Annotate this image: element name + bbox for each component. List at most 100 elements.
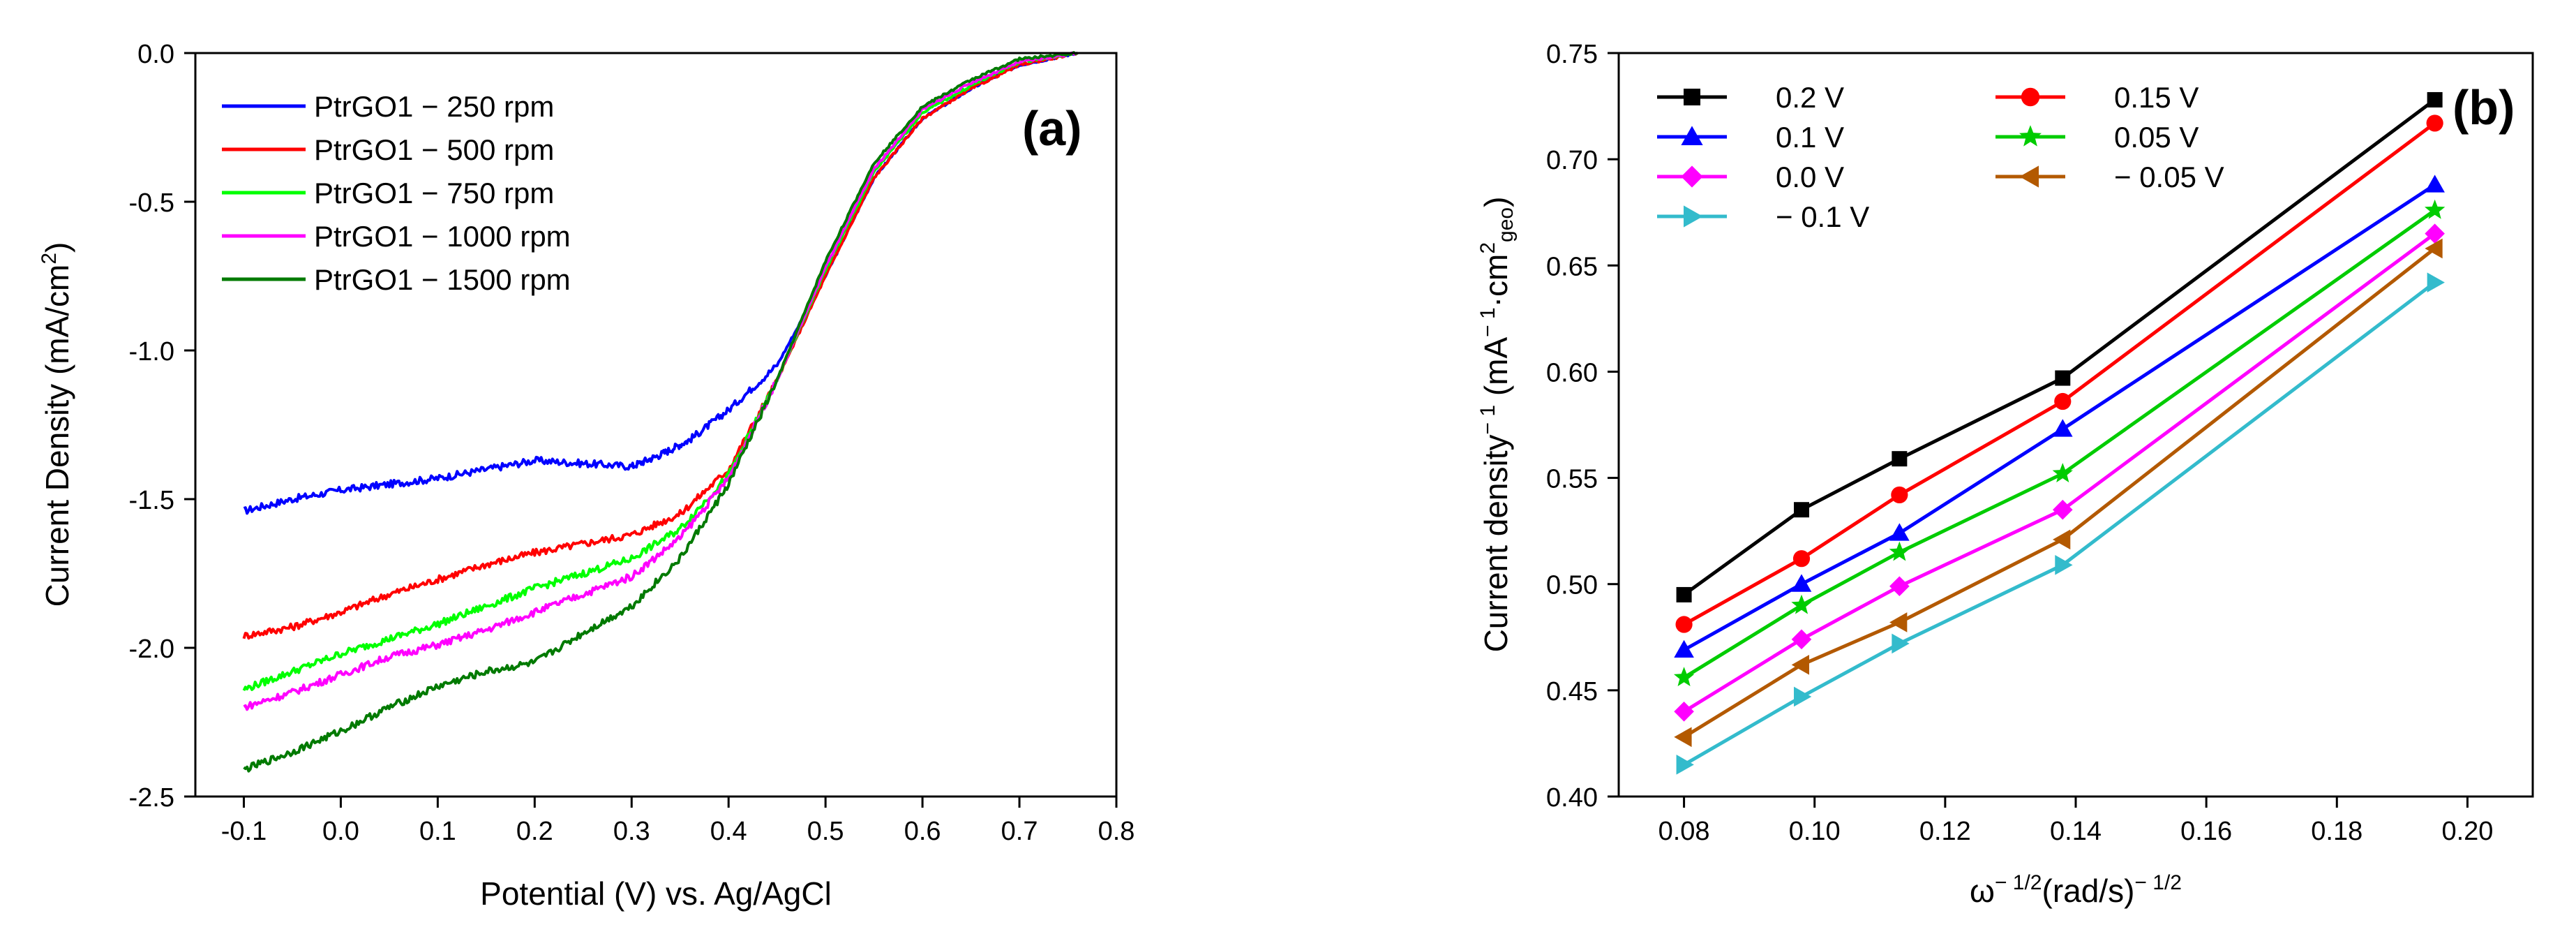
panel-b-data-point [2424, 199, 2446, 219]
panel-b-data-point [1676, 586, 1692, 602]
panel-b-data-point [1791, 629, 1812, 650]
panel-b-data-point [2055, 370, 2071, 386]
b-y-tick-label: 0.65 [1546, 252, 1598, 281]
panel-b-legend-label: 0.2 V [1776, 81, 1844, 114]
panel-b-data-point [1892, 633, 1910, 654]
b-y-tick-label: 0.70 [1546, 146, 1598, 175]
a-x-tick-label: 0.6 [904, 817, 941, 846]
a-y-tick-label: -2.0 [129, 635, 174, 664]
a-x-tick-label: 0.2 [516, 817, 553, 846]
panel-a-chart: -0.1 0.0 0.1 0.2 0.3 0.4 0.5 0.6 0.7 0.8 0.0 -0.5 -… [38, 40, 1135, 912]
panel-b-data-point [1889, 523, 1910, 541]
panel-b-data-point [1891, 486, 1908, 504]
panel-b-data-point [2425, 223, 2445, 244]
b-x-tick-label: 0.20 [2441, 817, 2493, 846]
panel-b-data-point [2427, 272, 2445, 292]
panel-b-series-line [1683, 209, 2436, 679]
panel-b-data-point [2052, 529, 2071, 550]
panel-b-data-point [2427, 91, 2443, 108]
panel-b-legend-marker [2019, 165, 2039, 188]
panel-a-legend-label: PtrGO1 − 1000 rpm [314, 220, 571, 253]
b-x-tick-label: 0.16 [2180, 817, 2232, 846]
panel-b-data-point [2055, 555, 2073, 575]
panel-a-plot-frame [194, 52, 1118, 798]
panel-b-legend: 0.2 V 0.15 V 0.1 V 0.05 V 0.0 V − 0.05 V − 0.1… [1657, 81, 2224, 233]
a-x-tick-label: 0.7 [1001, 817, 1038, 846]
panel-b-data-point [1674, 727, 1692, 748]
panel-b-data-point [1794, 502, 1809, 518]
b-y-tick-label: 0.40 [1546, 783, 1598, 813]
b-x-tick-label: 0.14 [2050, 817, 2102, 846]
panel-b-legend-label: 0.1 V [1776, 121, 1844, 154]
a-x-tick-label: 0.0 [322, 817, 359, 846]
panel-a-series-line [243, 51, 1079, 773]
a-x-tick-label: 0.3 [613, 817, 650, 846]
b-x-tick-label: 0.08 [1658, 817, 1710, 846]
panel-b-legend-label: 0.05 V [2114, 121, 2199, 154]
panel-b-series-line [1683, 183, 2436, 652]
b-x-tick-label: 0.18 [2311, 817, 2362, 846]
panel-b-data-point [1889, 541, 1910, 561]
panel-a-series-line [242, 51, 1079, 640]
panel-a-x-ticks: -0.1 0.0 0.1 0.2 0.3 0.4 0.5 0.6 0.7 0.8 [221, 797, 1135, 846]
a-x-tick-label: -0.1 [221, 817, 267, 846]
panel-a-legend-label: PtrGO1 − 250 rpm [314, 90, 554, 123]
panel-b-chart: 0.08 0.10 0.12 0.14 0.16 0.18 0.20 0.40 0.45 0.5… [1476, 40, 2534, 909]
panel-a-series-line [243, 51, 1079, 711]
b-y-tick-label: 0.60 [1546, 358, 1598, 387]
panel-b-x-axis-label: ω− 1/2(rad/s)− 1/2 [1970, 871, 2182, 909]
panel-a-series-group [242, 51, 1079, 773]
panel-b-legend-marker [1681, 126, 1703, 145]
panel-b-legend-label: 0.15 V [2114, 81, 2199, 114]
panel-b-legend-label: − 0.1 V [1776, 200, 1869, 233]
panel-b-data-point [2052, 463, 2073, 482]
panel-a-y-ticks: 0.0 -0.5 -1.0 -1.5 -2.0 -2.5 [129, 40, 195, 813]
a-x-tick-label: 0.1 [419, 817, 456, 846]
panel-b-label: (b) [2453, 80, 2515, 135]
panel-b-x-ticks: 0.08 0.10 0.12 0.14 0.16 0.18 0.20 [1658, 797, 2493, 846]
panel-b-series-group [1673, 91, 2446, 775]
panel-b-legend-marker [2019, 125, 2042, 147]
b-y-tick-label: 0.75 [1546, 40, 1598, 69]
panel-a-legend-label: PtrGO1 − 500 rpm [314, 133, 554, 166]
a-x-tick-label: 0.5 [807, 817, 844, 846]
panel-b-data-point [1673, 667, 1695, 687]
panel-b-data-point [1674, 639, 1694, 658]
panel-a-legend: PtrGO1 − 250 rpm PtrGO1 − 500 rpm PtrGO1 −… [222, 90, 571, 296]
b-y-tick-label: 0.45 [1546, 677, 1598, 706]
panel-b-data-point [1676, 755, 1694, 775]
a-y-tick-label: -1.5 [129, 486, 174, 515]
panel-b-data-point [1889, 612, 1908, 632]
a-y-tick-label: -0.5 [129, 188, 174, 218]
a-x-tick-label: 0.4 [710, 817, 747, 846]
b-x-tick-label: 0.10 [1789, 817, 1841, 846]
panel-b-data-point [1674, 701, 1694, 722]
panel-b-data-point [2052, 419, 2073, 437]
panel-b-data-point [1791, 574, 1812, 592]
a-x-tick-label: 0.8 [1098, 817, 1135, 846]
panel-b-legend-marker [1684, 205, 1703, 228]
panel-b-legend-marker [1684, 89, 1700, 105]
panel-b-data-point [1892, 451, 1908, 467]
panel-b-data-point [2054, 392, 2072, 410]
panel-b-data-point [2426, 114, 2443, 132]
panel-b-y-ticks: 0.40 0.45 0.50 0.55 0.60 0.65 0.70 0.75 [1546, 40, 1619, 813]
panel-b-data-point [1675, 616, 1693, 633]
panel-b-legend-label: − 0.05 V [2114, 161, 2224, 193]
panel-b-data-point [1792, 550, 1811, 568]
panel-a-label: (a) [1022, 101, 1082, 156]
a-y-tick-label: -1.0 [129, 337, 174, 366]
panel-b-data-point [1889, 576, 1910, 597]
panel-b-y-axis-label: Current density− 1 (mA− 1·cm2geo) [1476, 197, 1518, 653]
panel-a-y-axis-label: Current Density (mA/cm2) [38, 242, 75, 607]
panel-a-legend-label: PtrGO1 − 1500 rpm [314, 263, 571, 296]
panel-b-data-point [2052, 499, 2073, 520]
panel-b-data-point [1794, 686, 1812, 707]
b-x-tick-label: 0.12 [1919, 817, 1971, 846]
panel-b-data-point [1791, 655, 1809, 675]
a-y-tick-label: 0.0 [137, 40, 174, 69]
panel-a-x-axis-label: Potential (V) vs. Ag/AgCl [480, 875, 832, 912]
panel-b-data-point [2425, 175, 2445, 193]
panel-a-series-line [242, 52, 1079, 691]
